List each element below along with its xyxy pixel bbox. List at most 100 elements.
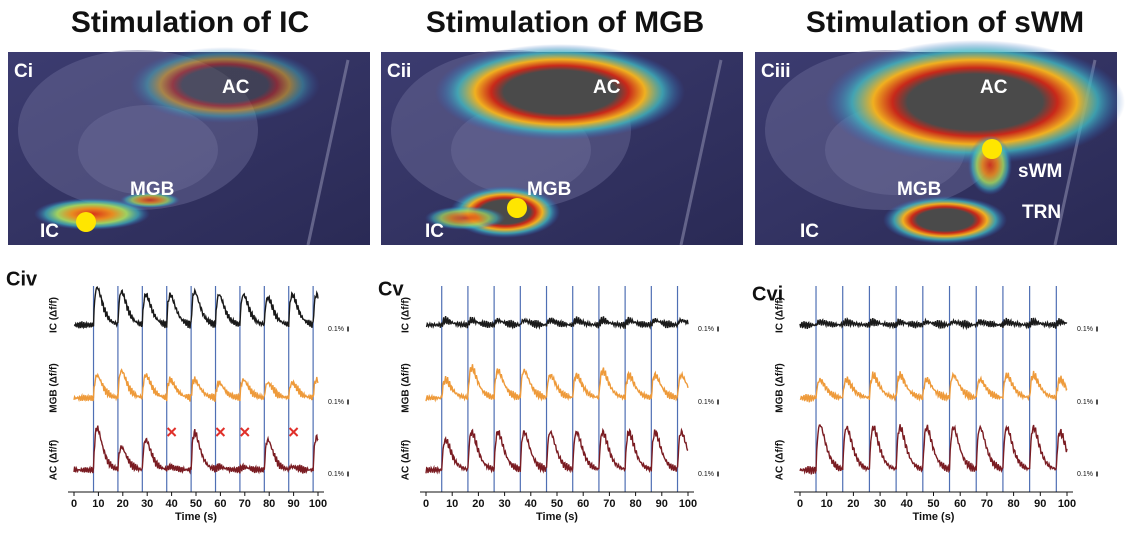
- x-tick-label: 70: [603, 498, 615, 510]
- response-trace: [895, 371, 924, 402]
- x-tick-label: 10: [446, 498, 458, 510]
- response-trace: [922, 424, 951, 474]
- panel-label: Ci: [14, 61, 33, 82]
- response-trace: [288, 462, 314, 475]
- response-trace: [650, 370, 679, 402]
- region-label: IC: [40, 221, 59, 242]
- response-trace: [312, 376, 319, 398]
- x-tick-label: 0: [797, 498, 803, 510]
- response-trace: [92, 286, 119, 328]
- response-trace: [895, 424, 924, 473]
- response-trace: [312, 290, 319, 322]
- response-trace: [493, 429, 521, 473]
- response-trace: [624, 427, 652, 474]
- x-tick-label: 30: [141, 498, 153, 510]
- response-trace: [214, 293, 241, 327]
- panel-label: Cv: [378, 278, 404, 300]
- response-trace: [815, 424, 844, 472]
- scale-bar-label: 0.1%: [328, 471, 344, 478]
- x-tick-label: 60: [954, 498, 966, 510]
- region-label: sWM: [1018, 161, 1062, 182]
- trace-baseline: [73, 465, 95, 474]
- response-trace: [868, 425, 897, 472]
- response-trace: [572, 372, 600, 401]
- response-trace: [117, 368, 143, 400]
- activation-map: [130, 47, 320, 123]
- x-tick-label: 20: [472, 498, 484, 510]
- region-label: TRN: [1022, 202, 1061, 223]
- response-trace: [263, 381, 290, 401]
- missed-response: [288, 427, 299, 437]
- x-tick-label: 100: [309, 498, 327, 510]
- panel-label: Ciii: [761, 61, 791, 82]
- trace-baseline: [799, 393, 817, 403]
- scale-bar-label: 0.1%: [1077, 471, 1093, 478]
- region-label: MGB: [130, 179, 174, 200]
- x-tick-label: 20: [117, 498, 129, 510]
- stimulation-site: [507, 198, 527, 218]
- electrode: [306, 59, 350, 246]
- response-trace: [141, 373, 168, 402]
- response-trace: [214, 462, 241, 475]
- response-trace: [948, 371, 977, 402]
- response-trace: [92, 425, 119, 472]
- response-trace: [1002, 424, 1030, 472]
- activation-map: [425, 206, 505, 230]
- missed-response: [215, 427, 226, 437]
- response-trace: [949, 317, 977, 331]
- region-label: IC: [425, 221, 444, 242]
- response-trace: [467, 364, 495, 400]
- activation-map: [120, 192, 180, 208]
- x-tick-label: 40: [525, 498, 537, 510]
- trace-baseline: [73, 320, 94, 330]
- response-trace: [975, 424, 1004, 473]
- x-tick-label: 50: [190, 498, 202, 510]
- column-title: Stimulation of sWM: [806, 6, 1084, 39]
- image-panel: Ci AC MGB IC: [8, 47, 370, 246]
- response-trace: [441, 316, 469, 329]
- response-trace: [1028, 424, 1057, 471]
- response-trace: [166, 292, 192, 329]
- brain-inner: [78, 105, 218, 195]
- y-axis-label: AC (Δf/f): [401, 440, 412, 481]
- response-trace: [519, 430, 547, 474]
- response-trace: [922, 317, 951, 330]
- response-trace: [598, 427, 626, 472]
- column-title: Stimulation of IC: [71, 6, 309, 39]
- electrode: [679, 59, 723, 246]
- response-trace: [467, 316, 495, 328]
- response-trace: [1028, 317, 1057, 330]
- x-tick-label: 90: [1034, 498, 1046, 510]
- trace-baseline: [73, 392, 95, 403]
- x-tick-label: 0: [423, 498, 429, 510]
- response-trace: [190, 428, 217, 473]
- response-trace: [676, 370, 689, 396]
- response-trace: [624, 316, 652, 330]
- x-tick-label: 90: [656, 498, 668, 510]
- response-trace: [598, 316, 626, 330]
- response-trace: [166, 376, 192, 402]
- x-tick-label: 10: [92, 498, 104, 510]
- response-trace: [239, 378, 265, 402]
- response-trace: [519, 368, 547, 402]
- region-label: IC: [800, 221, 819, 242]
- trace-baseline: [425, 464, 443, 475]
- x-tick-label: 50: [551, 498, 563, 510]
- x-tick-label: 60: [214, 498, 226, 510]
- x-axis-label: Time (s): [536, 511, 578, 523]
- y-axis-label: MGB (Δf/f): [775, 363, 786, 412]
- trace-baseline: [799, 320, 817, 329]
- response-trace: [1055, 428, 1068, 468]
- response-trace: [545, 317, 574, 329]
- response-trace: [190, 376, 217, 402]
- x-tick-label: 100: [679, 498, 697, 510]
- scale-bar-label: 0.1%: [698, 471, 714, 478]
- scale-bar-label: 0.1%: [1077, 326, 1093, 333]
- x-tick-label: 70: [239, 498, 251, 510]
- response-trace: [467, 428, 495, 474]
- scale-bar-label: 0.1%: [328, 326, 344, 333]
- x-tick-label: 0: [71, 498, 77, 510]
- panel-label: Cvi: [752, 283, 783, 305]
- x-axis-label: Time (s): [913, 511, 955, 523]
- scale-bar-label: 0.1%: [698, 399, 714, 406]
